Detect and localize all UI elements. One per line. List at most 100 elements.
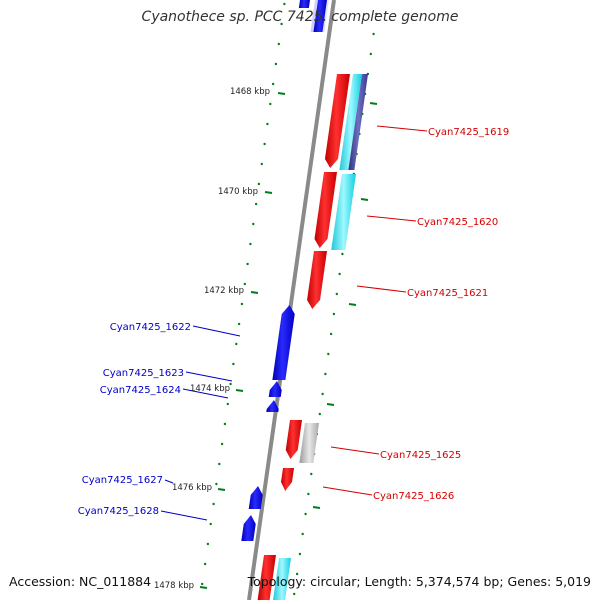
tick-dot: [232, 362, 235, 366]
forward-gene-arrow: [324, 74, 350, 168]
gene-label[interactable]: Cyan7425_1624: [100, 385, 181, 396]
tick-dot: [295, 572, 299, 576]
major-tick: [326, 403, 335, 406]
forward-gene-arrow: [314, 172, 337, 248]
tick-dot: [218, 462, 221, 466]
tick-dot: [298, 552, 302, 556]
label-leaders: [160, 125, 428, 521]
forward-gene-arrow: [257, 555, 276, 600]
pseudo-feature: [299, 423, 319, 463]
reverse-gene-arrow: [313, 0, 327, 32]
tick-dot: [321, 392, 324, 396]
tick-dot: [283, 2, 286, 6]
kbp-tick-label: 1468 kbp: [230, 87, 270, 97]
tick-dot: [341, 252, 344, 256]
major-tick: [369, 102, 378, 105]
reverse-gene-arrow: [272, 305, 295, 380]
reverse-gene-arrow: [298, 0, 310, 8]
forward-gene-arrow: [285, 420, 302, 459]
tick-dot: [324, 372, 327, 376]
tick-dot: [338, 272, 341, 276]
tick-dot: [243, 282, 246, 286]
major-tick: [277, 92, 286, 95]
tick-dot: [226, 402, 229, 406]
label-leader-line: [164, 479, 174, 484]
major-tick: [199, 586, 208, 589]
reverse-gene-arrow: [241, 515, 256, 541]
cds-feature: [331, 174, 356, 250]
gene-label[interactable]: Cyan7425_1622: [110, 322, 191, 333]
tick-dot: [220, 442, 224, 446]
tick-dot: [375, 12, 378, 16]
label-leader-line: [366, 215, 417, 222]
label-leader-line: [160, 510, 208, 521]
tick-dot: [369, 52, 372, 56]
kbp-tick-label: 1478 kbp: [154, 581, 194, 591]
kbp-tick-label: 1474 kbp: [190, 384, 230, 394]
cds-feature: [339, 74, 362, 170]
tick-dot: [293, 592, 296, 596]
tick-dot: [223, 422, 227, 426]
label-leader-line: [185, 371, 233, 382]
genome-summary-text: Topology: circular; Length: 5,374,574 bp…: [247, 574, 591, 589]
tick-dot: [206, 542, 210, 546]
gene-label[interactable]: Cyan7425_1621: [407, 288, 488, 299]
label-leader-line: [322, 486, 373, 496]
accession-text: Accession: NC_011884: [9, 574, 152, 589]
cds-feature: [273, 558, 291, 600]
kbp-tick-label: 1470 kbp: [218, 187, 258, 197]
major-tick: [217, 488, 226, 491]
cds-feature: [348, 74, 368, 170]
tick-dot: [280, 22, 283, 26]
gene-label[interactable]: Cyan7425_1628: [78, 506, 159, 517]
tick-dot: [301, 532, 304, 536]
tick-dot: [260, 162, 263, 166]
forward-gene-arrow: [281, 468, 294, 491]
gene-label[interactable]: Cyan7425_1620: [417, 217, 498, 228]
label-leader-line: [376, 125, 428, 132]
tick-dot: [212, 502, 215, 506]
gene-label[interactable]: Cyan7425_1627: [82, 475, 163, 486]
major-ticks: [199, 92, 378, 589]
kbp-tick-label: 1472 kbp: [204, 286, 244, 296]
tick-dot: [203, 562, 207, 566]
kbp-tick-label: 1476 kbp: [172, 483, 212, 493]
gene-label[interactable]: Cyan7425_1626: [373, 491, 454, 502]
tick-dot: [271, 82, 275, 86]
label-leader-line: [192, 325, 241, 337]
tick-dot: [277, 42, 280, 46]
tick-dot: [307, 492, 310, 496]
tick-dot: [327, 352, 330, 356]
tick-dot: [237, 322, 241, 326]
reverse-gene-labels: Cyan7425_1622 Cyan7425_1623 Cyan7425_162…: [78, 322, 191, 517]
tick-dot: [332, 312, 336, 316]
tick-dot: [274, 62, 278, 66]
forward-gene-labels: Cyan7425_1619 Cyan7425_1620 Cyan7425_162…: [373, 127, 509, 502]
tick-dot: [318, 412, 321, 416]
tick-dot: [254, 202, 258, 206]
gene-label[interactable]: Cyan7425_1625: [380, 450, 461, 461]
label-leader-line: [330, 446, 380, 455]
tick-dot: [252, 222, 255, 226]
tick-dot: [257, 182, 261, 186]
gene-label[interactable]: Cyan7425_1623: [103, 368, 184, 379]
reverse-gene-arrow: [248, 486, 263, 509]
tick-dot: [335, 292, 338, 296]
forward-gene-arrow: [307, 251, 327, 309]
major-tick: [312, 506, 321, 509]
tick-dot: [269, 102, 272, 106]
tick-dot: [266, 122, 269, 126]
tick-dot: [372, 32, 375, 36]
major-tick: [360, 198, 369, 201]
tick-dot: [249, 242, 252, 246]
reverse-gene-arrow: [266, 400, 279, 412]
tick-dot: [304, 512, 307, 516]
reverse-gene-arrow: [268, 381, 282, 397]
label-leader-line: [182, 388, 229, 399]
major-tick: [235, 389, 244, 392]
tick-dot: [240, 302, 244, 306]
tick-dot: [329, 332, 333, 336]
gene-label[interactable]: Cyan7425_1619: [428, 127, 509, 138]
